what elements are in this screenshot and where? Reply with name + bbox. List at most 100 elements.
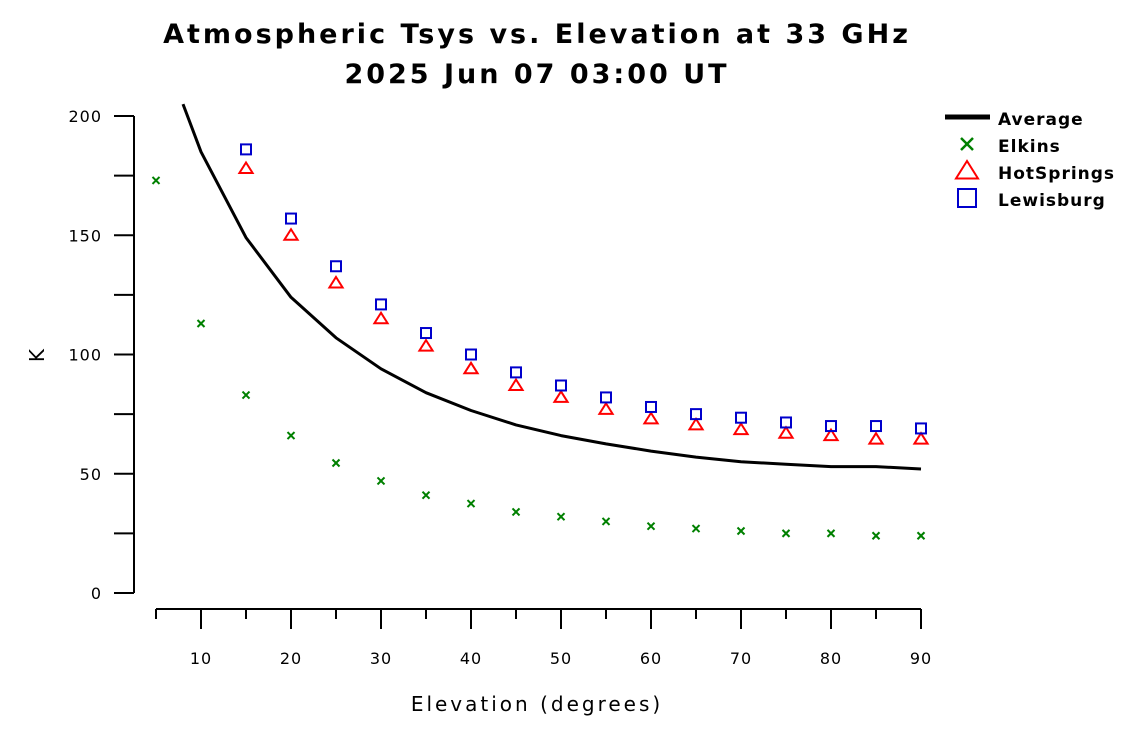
- elkins-marker-stroke: [646, 522, 656, 531]
- elkins-point: [916, 531, 926, 540]
- hotsprings-point: [822, 427, 840, 442]
- y-tick-label: 150: [68, 226, 102, 245]
- hotsprings-point: [552, 389, 570, 403]
- lewisburg-point: [465, 348, 477, 361]
- y-tick-label: 0: [91, 584, 102, 603]
- y-axis: 0 50 100 150 200: [68, 107, 135, 603]
- hotsprings-point: [687, 416, 705, 431]
- hotsprings-point: [327, 275, 345, 289]
- y-tick-label: 100: [68, 346, 102, 365]
- lewisburg-point: [735, 411, 747, 424]
- x-tick-label: 10: [190, 649, 212, 668]
- elkins-marker-stroke: [781, 529, 791, 538]
- average-line: [181, 103, 922, 471]
- elkins-marker-stroke: [196, 319, 206, 328]
- elkins-point: [151, 176, 161, 185]
- x-tick-label: 70: [730, 649, 752, 668]
- legend-elkins-swatch: [960, 137, 974, 151]
- legend-hotsprings-swatch: [954, 159, 980, 180]
- lewisburg-point: [870, 420, 882, 433]
- elkins-marker-stroke: [331, 458, 341, 468]
- elkins-point: [421, 491, 431, 500]
- elkins-point: [511, 507, 521, 517]
- legend-hotsprings-label: HotSprings: [998, 164, 1115, 184]
- hotsprings-point: [462, 360, 480, 375]
- elkins-marker-stroke: [736, 526, 746, 536]
- elkins-marker-stroke: [286, 431, 296, 440]
- elkins-marker-stroke: [960, 137, 974, 151]
- lewisburg-point: [375, 298, 387, 311]
- hotsprings-point: [372, 310, 390, 325]
- lewisburg-point: [825, 420, 837, 433]
- x-tick-label: 60: [640, 649, 662, 668]
- elkins-marker-stroke: [556, 512, 566, 521]
- elkins-point: [736, 526, 746, 536]
- x-tick-label: 40: [460, 649, 482, 668]
- x-tick-label: 80: [820, 649, 842, 668]
- y-tick-label: 50: [80, 465, 102, 484]
- elkins-point: [376, 476, 386, 486]
- lewisburg-point: [510, 366, 522, 379]
- lewisburg-point: [555, 379, 567, 392]
- elkins-point: [241, 390, 251, 400]
- hotsprings-point: [732, 421, 750, 436]
- hotsprings-point: [507, 377, 525, 392]
- elkins-marker-stroke: [466, 499, 476, 508]
- elkins-marker-stroke: [241, 390, 251, 400]
- lewisburg-point: [690, 408, 702, 421]
- elkins-point: [646, 522, 656, 531]
- elkins-point: [871, 531, 881, 540]
- elkins-point: [196, 319, 206, 328]
- lewisburg-point: [285, 212, 297, 225]
- lewisburg-point: [600, 391, 612, 404]
- hotsprings-point: [237, 160, 255, 174]
- legend: Average Elkins HotSprings Lewisburg: [945, 110, 1115, 211]
- elkins-marker-stroke: [691, 524, 701, 533]
- x-axis: 10 20 30 40 50 60 70 80 90: [155, 608, 932, 668]
- lewisburg-point: [915, 422, 927, 435]
- x-tick-label: 20: [280, 649, 302, 668]
- chart-title: Atmospheric Tsys vs. Elevation at 33 GHz: [163, 19, 911, 50]
- y-tick-label: 200: [68, 107, 102, 126]
- elkins-marker-stroke: [601, 517, 611, 526]
- x-tick-label: 90: [910, 649, 932, 668]
- elkins-point: [466, 499, 476, 508]
- hotsprings-point: [282, 227, 300, 241]
- hotsprings-point: [867, 431, 885, 445]
- legend-lewisburg-label: Lewisburg: [998, 191, 1106, 211]
- elkins-marker-stroke: [376, 476, 386, 486]
- elkins-point: [331, 458, 341, 468]
- lewisburg-point: [330, 260, 342, 273]
- hotsprings-point: [642, 411, 660, 425]
- elkins-marker-stroke: [916, 531, 926, 540]
- elkins-marker-stroke: [871, 531, 881, 540]
- lewisburg-point: [420, 327, 432, 340]
- elkins-marker-stroke: [826, 529, 836, 538]
- x-tick-label: 50: [550, 649, 572, 668]
- legend-elkins-label: Elkins: [998, 137, 1061, 157]
- elkins-point: [286, 431, 296, 440]
- chart-subtitle: 2025 Jun 07 03:00 UT: [344, 59, 729, 90]
- lewisburg-point: [240, 143, 252, 156]
- elkins-point: [691, 524, 701, 533]
- hotsprings-point: [777, 425, 795, 439]
- elkins-point: [601, 517, 611, 526]
- y-axis-label: K: [25, 346, 49, 362]
- elkins-marker-stroke: [151, 176, 161, 185]
- elkins-point: [826, 529, 836, 538]
- elkins-marker-stroke: [421, 491, 431, 500]
- hotsprings-point: [912, 431, 930, 445]
- elkins-point: [781, 529, 791, 538]
- hotsprings-point: [597, 401, 615, 415]
- elkins-point: [556, 512, 566, 521]
- x-tick-label: 30: [370, 649, 392, 668]
- elkins-marker-stroke: [511, 507, 521, 517]
- legend-average-label: Average: [998, 110, 1084, 130]
- hotsprings-point: [417, 338, 435, 352]
- lewisburg-point: [780, 416, 792, 429]
- plot-area: [151, 103, 930, 540]
- legend-lewisburg-swatch: [957, 188, 977, 208]
- x-axis-label: Elevation (degrees): [411, 692, 663, 716]
- lewisburg-point: [645, 400, 657, 413]
